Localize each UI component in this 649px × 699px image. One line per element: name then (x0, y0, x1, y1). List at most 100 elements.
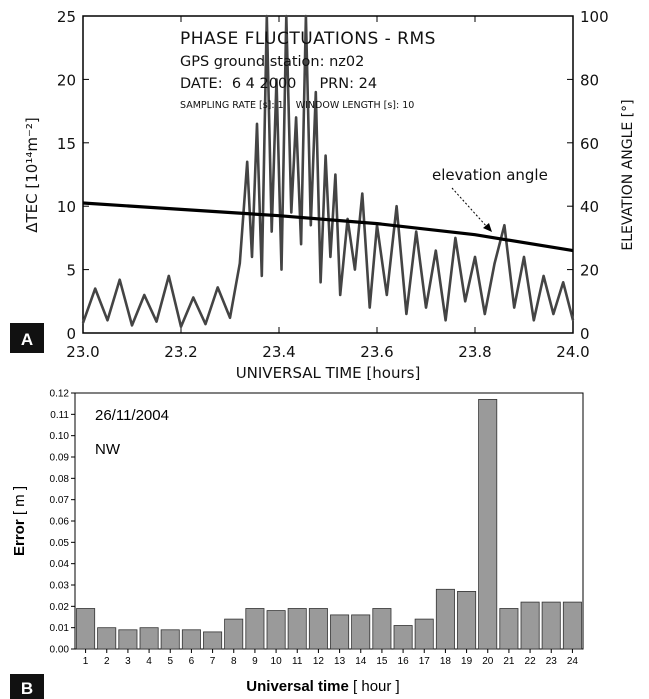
panel-a-y2-tick-label: 60 (580, 135, 599, 153)
delta-tec-point (216, 286, 219, 289)
panel-a-y-ticks: 0 5 10 15 20 25 (57, 8, 89, 343)
panel-b-x-ticks: 1 2 3 4 5 6 7 8 9 10 11 12 13 14 15 16 17 18 19 20 21 22 23 24 (83, 649, 578, 667)
delta-tec-point (118, 278, 121, 281)
panel-b-y-ticks: 0.00 0.01 0.02 0.03 0.04 0.05 0.06 0.07 0.08 0.09… (50, 389, 75, 656)
panel-b-x-tick-label: 21 (503, 656, 515, 667)
hourly-error-bar (76, 608, 96, 650)
panel-b-y-tick-label: 0.06 (50, 517, 70, 528)
panel-a-y2-ticks: 0 20 40 60 80 100 (567, 8, 609, 343)
delta-tec-point (106, 319, 109, 322)
panel-a-x-ticks: 23.0 23.2 23.4 23.6 23.8 24.0 (66, 16, 590, 361)
panel-a-annotation-line-4: SAMPLING RATE [s]: 1 WINDOW LENGTH [s]: … (180, 100, 414, 111)
delta-tec-point (464, 300, 467, 303)
panel-b-y-tick-label: 0.02 (50, 602, 70, 613)
panel-a-y2-tick-label: 20 (580, 262, 599, 280)
delta-tec-point (493, 262, 496, 265)
delta-tec-point (435, 249, 437, 252)
delta-tec-point (415, 230, 418, 233)
panel-b-x-tick-label: 10 (271, 656, 283, 667)
delta-tec-point (329, 256, 332, 258)
panel-b-y-tick-label: 0.08 (50, 474, 70, 485)
hourly-error-bar (160, 629, 180, 650)
panel-b-x-tick-label: 9 (252, 656, 258, 667)
panel-a-y-tick-label: 10 (57, 198, 76, 216)
delta-tec-point (339, 294, 342, 296)
panel-b-x-tick-label: 15 (376, 656, 388, 667)
panel-a-y-tick-label: 5 (66, 262, 76, 280)
panel-b-y-axis-label-unit: [ m ] (11, 486, 28, 519)
hourly-error-bar (478, 398, 498, 650)
delta-tec-point (290, 211, 293, 214)
panel-b-x-tick-label: 7 (210, 656, 216, 667)
hourly-error-bar (97, 627, 117, 650)
hourly-error-bar (203, 631, 223, 650)
hourly-error-bar (330, 614, 350, 650)
delta-tec-point (82, 322, 84, 324)
delta-tec-point (346, 218, 349, 220)
hourly-error-bar (520, 601, 540, 650)
panel-a-x-tick-label: 23.2 (164, 343, 197, 361)
delta-tec-point (542, 275, 545, 277)
panel-b-x-tick-label: 13 (334, 656, 346, 667)
hourly-error-bar (118, 629, 138, 650)
delta-tec-point (474, 256, 476, 258)
hourly-error-bar (457, 591, 477, 650)
panel-a-chart: 23.0 23.2 23.4 23.6 23.8 24.0 0 5 10 15 20 25 0 20 4… (10, 8, 636, 382)
panel-a-x-tick-label: 23.6 (360, 343, 393, 361)
delta-tec-point (503, 224, 506, 227)
hourly-error-bar (224, 618, 244, 650)
panel-b-y-tick-label: 0.03 (50, 581, 70, 592)
delta-tec-point (229, 316, 231, 319)
hourly-error-bar (414, 618, 434, 650)
delta-tec-point (533, 319, 535, 322)
hourly-error-bar (435, 588, 455, 650)
panel-b-x-tick-label: 18 (440, 656, 452, 667)
elevation-angle-arrowhead (483, 223, 492, 232)
elevation-angle-arrow (451, 187, 489, 229)
panel-b-x-axis-label: Universal time [ hour ] (246, 678, 399, 695)
delta-tec-point (361, 192, 364, 195)
delta-tec-point (155, 320, 158, 323)
delta-tec-point (310, 224, 312, 227)
panel-a-y-tick-label: 15 (57, 135, 76, 153)
delta-tec-point (523, 256, 525, 258)
delta-tec-point (192, 296, 195, 299)
panel-b-y-axis-label: Error [ m ] (11, 486, 28, 556)
panel-b-y-tick-label: 0.05 (50, 538, 70, 549)
delta-tec-point (131, 324, 133, 327)
hourly-error-bar (287, 608, 307, 650)
panel-b-x-axis-label-bold: Universal time (246, 678, 349, 695)
panel-b-y-tick-label: 0.00 (50, 645, 70, 656)
panel-a-y2-tick-label: 80 (580, 71, 599, 89)
panel-a-y2-tick-label: 0 (580, 325, 590, 343)
panel-a-x-tick-label: 23.8 (458, 343, 491, 361)
delta-tec-point (265, 15, 268, 17)
hourly-error-bar (393, 625, 413, 650)
panel-b-x-tick-label: 16 (398, 656, 410, 667)
panel-a-y2-axis-label: ELEVATION ANGLE [°] (620, 99, 636, 250)
delta-tec-point (572, 319, 574, 322)
delta-tec-point (167, 275, 170, 277)
hourly-error-bar (541, 601, 561, 650)
panel-b-y-axis-label-bold: Error (11, 519, 28, 556)
panel-b-x-tick-label: 2 (104, 656, 110, 667)
panel-b-tag-box (10, 674, 44, 699)
panel-b-x-tick-label: 8 (231, 656, 237, 667)
delta-tec-point (324, 154, 327, 157)
panel-b-plot-frame (74, 392, 584, 650)
panel-a-y2-tick-label: 40 (580, 198, 599, 216)
delta-tec-point (368, 306, 371, 309)
delta-tec-point (513, 306, 515, 309)
delta-tec-point (314, 91, 317, 93)
delta-tec-point (300, 243, 302, 246)
delta-tec-point (386, 294, 388, 296)
hourly-error-bar (181, 629, 201, 650)
panel-b-x-tick-label: 19 (461, 656, 473, 667)
panel-a-tag-box (10, 323, 44, 353)
panel-b-y-tick-label: 0.01 (50, 623, 70, 634)
panel-b-y-tick-label: 0.12 (50, 389, 70, 400)
delta-tec-point (395, 205, 398, 207)
panel-b-x-tick-label: 3 (125, 656, 131, 667)
panel-b-x-tick-label: 17 (419, 656, 431, 667)
